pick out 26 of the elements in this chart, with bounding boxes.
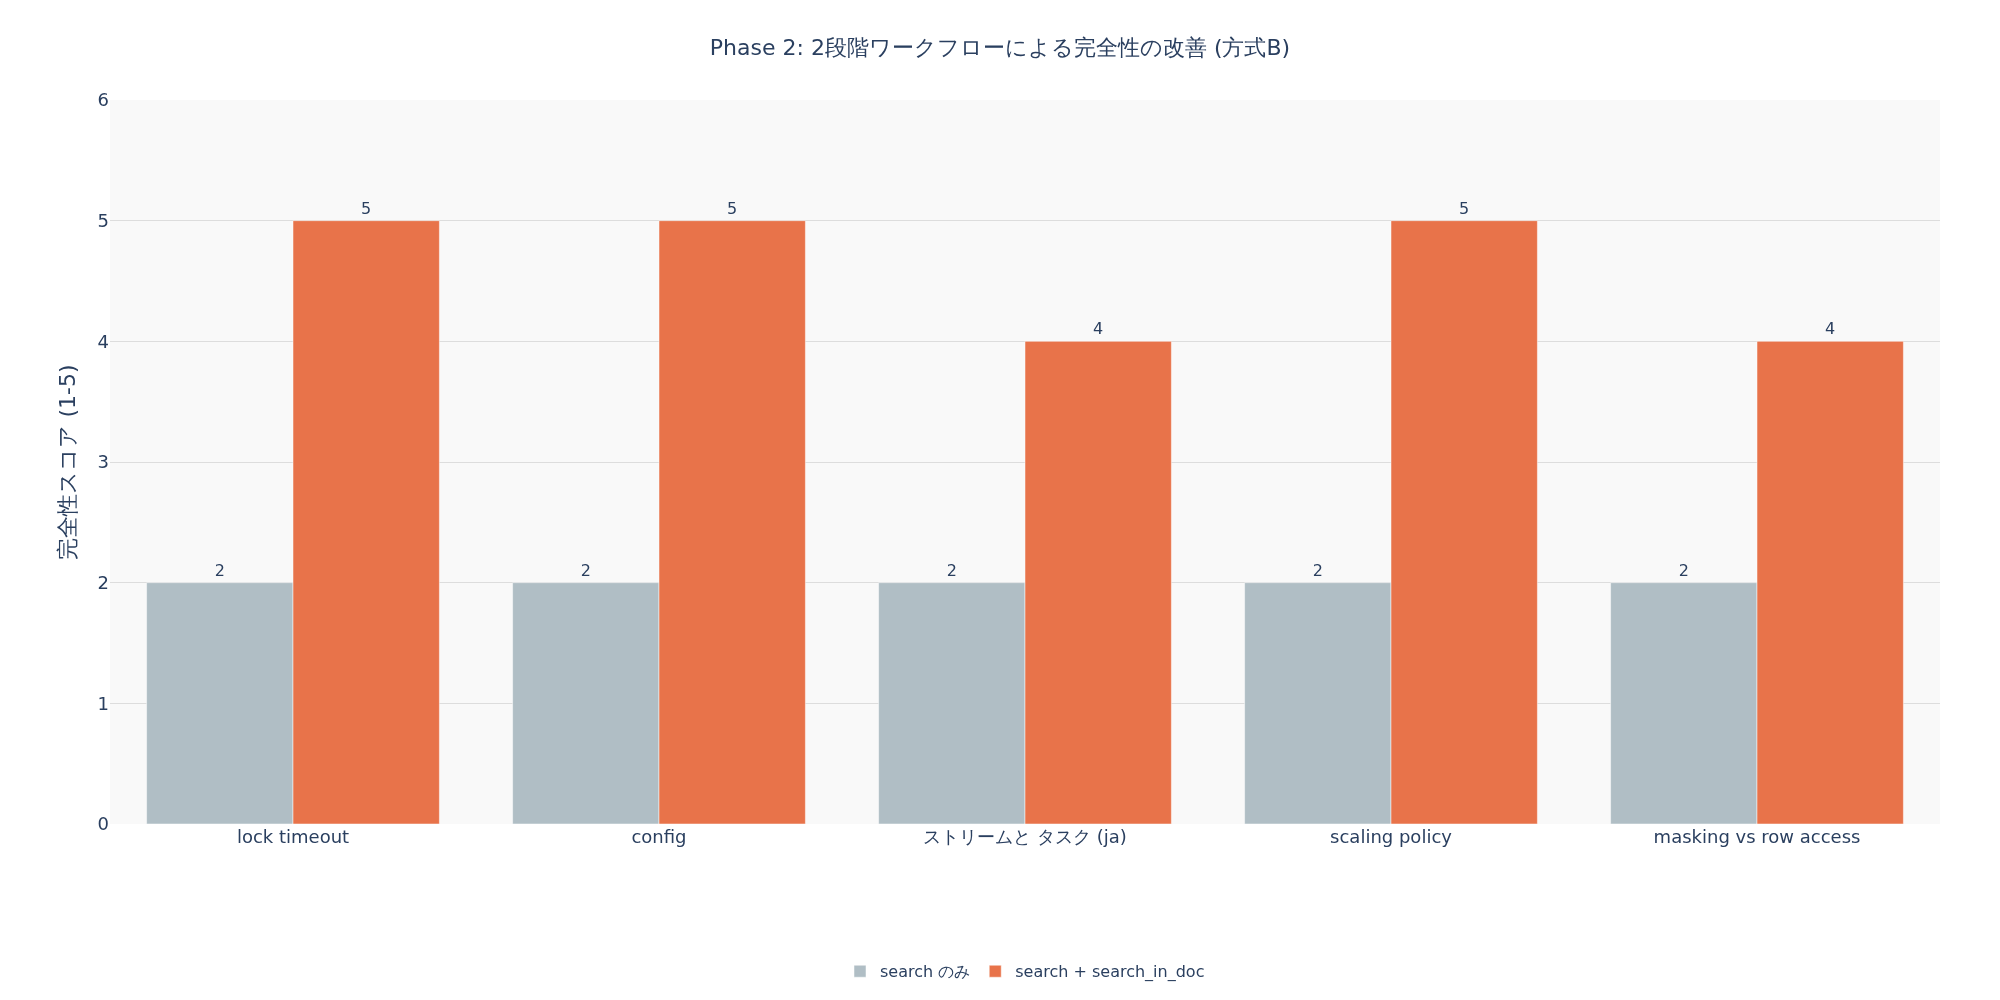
data-label: 4	[1825, 319, 1836, 339]
x-tick-label: ストリームと タスク (ja)	[923, 826, 1127, 847]
data-label: 5	[361, 198, 372, 218]
data-label: 2	[1678, 560, 1689, 580]
data-label: 2	[946, 560, 957, 580]
data-label: 4	[1093, 319, 1104, 339]
data-label: 5	[727, 198, 738, 218]
legend-label: search + search_in_doc	[1015, 962, 1205, 983]
x-tick-label: masking vs row access	[1653, 826, 1861, 847]
y-tick-label: 3	[97, 451, 109, 473]
y-tick-label: 5	[97, 209, 109, 231]
x-tick-label: scaling policy	[1330, 826, 1453, 847]
data-label: 5	[1459, 198, 1470, 218]
x-tick-label: lock timeout	[236, 826, 350, 847]
data-label: 2	[214, 560, 225, 580]
y-tick-label: 1	[97, 692, 109, 714]
y-tick-label: 2	[97, 571, 109, 593]
y-tick-label: 4	[97, 330, 109, 352]
legend-label: search のみ	[880, 962, 971, 982]
x-tick-label: config	[631, 826, 687, 847]
chart-title: Phase 2: 2段階ワークフローによる完全性の改善 (方式B)	[709, 35, 1291, 61]
data-label: 2	[580, 560, 591, 580]
y-tick-label: 6	[97, 89, 109, 111]
y-axis-title: 完全性スコア (1-5)	[55, 364, 81, 560]
data-label: 2	[1312, 560, 1323, 580]
y-tick-label: 0	[97, 813, 109, 835]
